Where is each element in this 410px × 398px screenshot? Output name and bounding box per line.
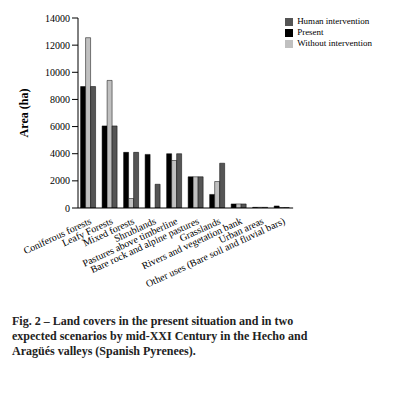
svg-text:Leafy Forests: Leafy Forests <box>60 215 115 249</box>
svg-text:0: 0 <box>65 203 70 214</box>
svg-text:Pastures above timberline: Pastures above timberline <box>80 215 179 269</box>
html-text:Human intervention: Human intervention <box>297 16 370 26</box>
svg-text:Urban areas: Urban areas <box>216 215 266 246</box>
svg-text:Mixed forests: Mixed forests <box>81 215 136 249</box>
svg-text:6000: 6000 <box>50 121 70 132</box>
svg-text:Shrublands: Shrublands <box>112 215 158 245</box>
svg-text:Area (ha): Area (ha) <box>17 89 31 138</box>
html-text:Without intervention: Without intervention <box>297 38 372 48</box>
svg-text:Rivers and vegetation bank: Rivers and vegetation bank <box>140 215 244 272</box>
svg-text:Other uses (Bare soil and fluv: Other uses (Bare soil and fluvial bars) <box>144 215 287 290</box>
svg-text:Coniferous forests: Coniferous forests <box>21 215 93 257</box>
svg-text:Grasslands: Grasslands <box>177 215 223 244</box>
svg-text:12000: 12000 <box>45 40 70 51</box>
html-text:Present: Present <box>297 27 324 37</box>
svg-text:Bare rock and alpine pastures: Bare rock and alpine pastures <box>88 215 201 276</box>
html-text:Fig. 2 – Land covers in the pr: Fig. 2 – Land covers in the present situ… <box>12 314 308 358</box>
svg-text:14000: 14000 <box>45 13 70 24</box>
svg-text:2000: 2000 <box>50 175 70 186</box>
svg-text:8000: 8000 <box>50 94 70 105</box>
svg-text:4000: 4000 <box>50 148 70 159</box>
svg-text:10000: 10000 <box>45 67 70 78</box>
